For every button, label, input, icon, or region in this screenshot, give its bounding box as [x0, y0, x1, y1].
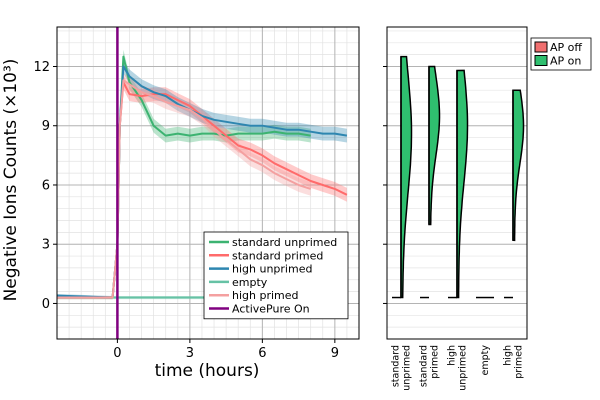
right-violins: [392, 55, 525, 299]
legend-swatch-ap-on: [534, 55, 548, 66]
left-plot-frame: [56, 26, 360, 340]
right-plot-frame: [386, 26, 528, 340]
right-frame: [383, 26, 528, 340]
band-standard-primed: [57, 75, 347, 300]
y-tick-label: 9: [42, 119, 50, 134]
y-tick-label: 12: [33, 60, 50, 75]
violin-on-high-unprimed: [456, 69, 469, 299]
y-tick-label: 6: [42, 178, 50, 193]
violin-panel: standard unprimed standard primed high unprim…: [383, 26, 592, 391]
left-x-ticks: 0 3 6 9: [113, 339, 339, 361]
category-label-empty: empty: [480, 345, 491, 376]
violin-on-high-primed: [512, 89, 525, 242]
category-label-standard-unprimed: standard: [391, 345, 402, 387]
right-category-labels: standard unprimed standard primed high unprim…: [391, 345, 525, 391]
legend-label-standard-primed: standard primed: [232, 249, 323, 262]
legend-label-empty: empty: [232, 276, 268, 289]
left-y-ticks: 0 3 6 9 12: [33, 60, 57, 312]
x-tick-label: 3: [186, 346, 194, 361]
line-high-unprimed: [56, 65, 348, 299]
legend-label-high-primed: high primed: [232, 289, 299, 302]
x-tick-label: 0: [113, 346, 121, 361]
legend-label-ap-off: AP off: [550, 41, 582, 54]
legend-label-ap-on: AP on: [550, 55, 581, 68]
violin-on-standard-primed: [428, 65, 441, 226]
category-label-standard-primed: primed: [430, 345, 441, 379]
left-frame: [56, 26, 360, 340]
violin-on-standard-unprimed: [400, 55, 413, 299]
y-tick-label: 0: [42, 297, 50, 312]
category-label-standard-unprimed: unprimed: [402, 345, 413, 391]
line-high-primed: [57, 79, 312, 299]
x-axis-label: time (hours): [155, 361, 260, 381]
category-label-high-primed: primed: [514, 345, 525, 379]
x-tick-label: 9: [331, 346, 339, 361]
y-axis-label: Negative Ions Counts (×10³): [1, 59, 21, 302]
category-label-high-primed: high: [503, 345, 514, 366]
x-tick-label: 6: [258, 346, 266, 361]
legend-swatch-ap-off: [534, 41, 548, 53]
legend-label-standard-unprimed: standard unprimed: [232, 236, 337, 249]
left-legend-box: [203, 231, 349, 320]
legend-label-high-unprimed: high unprimed: [232, 263, 312, 276]
category-label-standard-primed: standard: [419, 345, 430, 387]
y-tick-label: 3: [42, 238, 50, 253]
legend-label-activepure-on: ActivePure On: [232, 303, 310, 316]
category-label-high-unprimed: high: [447, 345, 458, 366]
category-label-high-unprimed: unprimed: [458, 345, 469, 391]
